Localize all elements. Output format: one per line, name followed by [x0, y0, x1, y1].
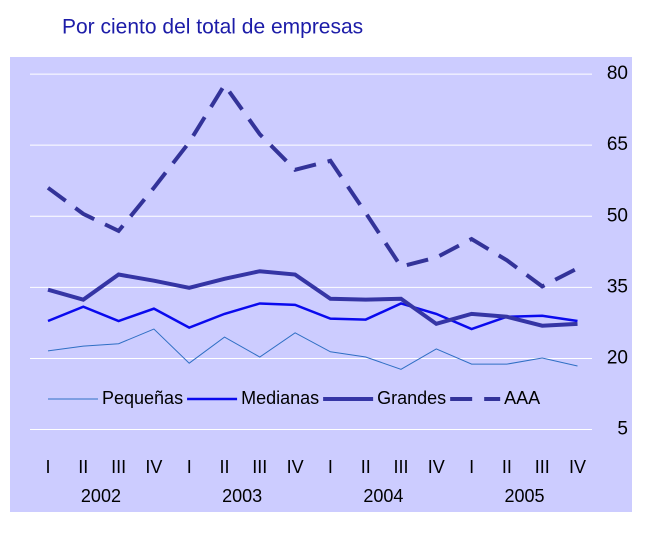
- x-tick-label: II: [219, 457, 229, 477]
- y-tick-label: 5: [617, 419, 628, 440]
- x-tick-label: I: [45, 457, 50, 477]
- year-label: 2002: [81, 486, 121, 506]
- y-tick-label: 20: [607, 347, 628, 368]
- x-tick-label: II: [502, 457, 512, 477]
- legend-label: Grandes: [377, 388, 446, 408]
- x-tick-label: IV: [569, 457, 586, 477]
- x-tick-label: III: [111, 457, 126, 477]
- series-line: [47, 302, 578, 331]
- y-tick-label: 80: [607, 63, 628, 84]
- chart-title: Por ciento del total de empresas: [62, 16, 363, 39]
- x-tick-label: III: [393, 457, 408, 477]
- year-label: 2003: [222, 486, 262, 506]
- x-tick-label: IV: [287, 457, 304, 477]
- x-tick-label: III: [252, 457, 267, 477]
- x-tick-label: III: [535, 457, 550, 477]
- year-label: 2005: [505, 486, 545, 506]
- series-line: [47, 269, 578, 328]
- x-tick-label: II: [78, 457, 88, 477]
- x-tick-label: II: [361, 457, 371, 477]
- x-tick-label: I: [328, 457, 333, 477]
- series-line: [47, 328, 578, 370]
- y-tick-label: 35: [607, 276, 628, 297]
- legend-label: AAA: [504, 388, 540, 408]
- x-tick-label: IV: [428, 457, 445, 477]
- year-label: 2004: [363, 486, 403, 506]
- x-tick-label: IV: [145, 457, 162, 477]
- series-line: [46, 81, 579, 289]
- x-tick-label: I: [187, 457, 192, 477]
- x-tick-label: I: [469, 457, 474, 477]
- plot-background: [10, 57, 632, 512]
- y-tick-label: 50: [607, 205, 628, 226]
- legend-label: Pequeñas: [102, 388, 183, 408]
- y-tick-label: 65: [607, 134, 628, 155]
- legend-label: Medianas: [241, 388, 319, 408]
